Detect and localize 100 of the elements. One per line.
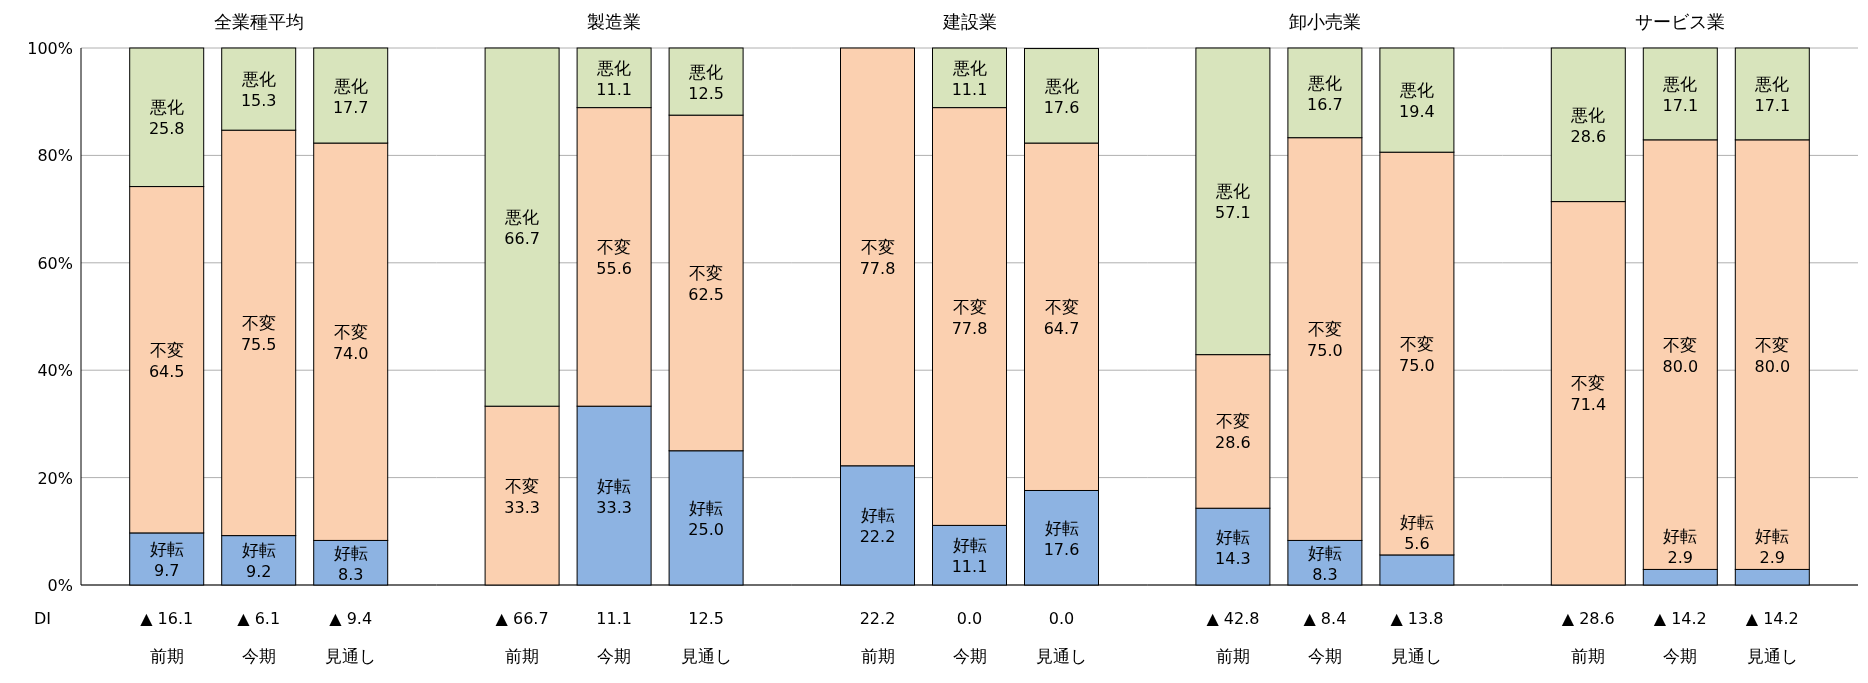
text: 不変 (241, 312, 276, 333)
text: 悪化 (1044, 75, 1079, 96)
x-tick-label: 今期 (1663, 646, 1698, 666)
text: 悪化 (1663, 73, 1698, 94)
text: 不変 (1663, 334, 1698, 355)
text: 好転 (1044, 517, 1079, 538)
x-tick-label: 前期 (1571, 646, 1606, 666)
data-label: 71.4 (1570, 395, 1607, 415)
text: 不変 (952, 296, 987, 317)
data-label: 8.3 (1312, 564, 1338, 584)
y-tick-label: 0% (47, 576, 73, 595)
text: ▲ 14.2 (1653, 609, 1707, 628)
chart-title: 製造業 (587, 11, 642, 32)
text: 好転 (860, 505, 895, 526)
series-label: 好転 (597, 475, 632, 496)
text: 好転 (1215, 526, 1250, 547)
text: 好転 (149, 538, 184, 559)
data-label: 9.2 (245, 562, 272, 582)
series-label: 不変 (860, 236, 895, 257)
y-tick-label: 20% (37, 468, 73, 488)
data-label: 16.7 (1307, 94, 1343, 114)
series-label: 好転 (952, 535, 987, 556)
data-label: 5.6 (1404, 533, 1430, 553)
series-label: 悪化 (596, 57, 632, 78)
data-label: 19.4 (1399, 102, 1435, 122)
x-tick-label: 見通し (1036, 646, 1087, 666)
text: 不変 (1399, 333, 1434, 354)
text: 不変 (1044, 296, 1079, 317)
data-label: 12.5 (688, 83, 724, 103)
text: ▲ 16.1 (140, 609, 194, 628)
text: 悪化 (1307, 72, 1342, 93)
text: DI (33, 609, 51, 628)
text: 不変 (333, 321, 368, 342)
data-label: 80.0 (1662, 356, 1699, 376)
x-tick-label: 見通し (680, 646, 732, 666)
x-tick-label: 前期 (505, 646, 540, 666)
data-label: 66.7 (504, 229, 540, 249)
text: 12.5 (688, 609, 724, 628)
series-label: 不変 (149, 339, 184, 360)
data-label: 25.0 (688, 519, 724, 539)
series-label: 悪化 (1214, 181, 1250, 202)
chart-title: 全業種平均 (213, 11, 304, 32)
text: 不変 (689, 262, 724, 283)
text: 不変 (597, 236, 632, 257)
data-label: 55.6 (596, 258, 632, 278)
text: ▲ 28.6 (1561, 609, 1615, 628)
data-label: 2.9 (1667, 548, 1694, 568)
text: 好転 (1755, 526, 1790, 547)
chart-title: 建設業 (941, 11, 997, 32)
text: ▲ 14.2 (1745, 609, 1799, 628)
data-label: 8.3 (337, 564, 364, 584)
x-tick-label: 今期 (1307, 646, 1342, 666)
series-label: 不変 (1571, 373, 1606, 394)
data-label: 64.5 (148, 361, 185, 381)
text: ▲ 6.1 (237, 609, 281, 628)
text: 悪化 (505, 207, 540, 228)
data-label: 17.7 (332, 97, 369, 117)
text: ▲ 13.8 (1390, 609, 1444, 628)
text: 不変 (1755, 334, 1790, 355)
data-label: 2.9 (1759, 548, 1786, 568)
text: ▲ 42.8 (1206, 609, 1260, 628)
series-label: 好転 (1663, 526, 1698, 547)
data-label: 17.6 (1043, 539, 1080, 559)
data-label: 62.5 (688, 284, 724, 304)
x-tick-label: 前期 (860, 646, 895, 666)
x-tick-label: 前期 (1215, 646, 1250, 666)
y-tick-label: 40% (37, 361, 73, 381)
data-label: 28.6 (1215, 433, 1251, 453)
chart-title: サービス業 (1635, 11, 1726, 32)
data-label: 75.0 (1399, 355, 1435, 375)
data-label: 25.8 (148, 119, 185, 139)
x-tick-label: 今期 (597, 646, 632, 666)
data-label: 77.8 (951, 318, 988, 338)
data-label: 33.3 (504, 497, 540, 517)
text: 悪化 (689, 61, 724, 82)
x-tick-label: 今期 (241, 646, 276, 666)
text: ▲ 9.4 (329, 609, 373, 628)
series-label: 不変 (1215, 411, 1250, 432)
data-label: 28.6 (1570, 126, 1607, 146)
text: 11.1 (596, 609, 632, 628)
x-tick-label: 見通し (1391, 646, 1443, 666)
text: 0.0 (1048, 609, 1075, 628)
data-label: 80.0 (1754, 356, 1791, 376)
data-label: 17.6 (1043, 97, 1080, 117)
data-label: 17.1 (1662, 95, 1699, 115)
text: 悪化 (1755, 73, 1790, 94)
data-label: 75.0 (1307, 341, 1343, 361)
text: 悪化 (1399, 80, 1434, 101)
x-tick-label: 今期 (952, 646, 987, 666)
text: 0.0 (956, 609, 983, 628)
data-label: 33.3 (596, 497, 632, 517)
data-label: 11.1 (596, 79, 632, 99)
data-label: 64.7 (1043, 318, 1080, 338)
text: 好転 (689, 497, 724, 518)
chart-title: 卸小売業 (1288, 11, 1361, 32)
x-tick-label: 前期 (149, 646, 184, 666)
data-label: 77.8 (859, 258, 896, 278)
series-label: 好転 (1307, 542, 1342, 563)
text: ▲ 8.4 (1303, 609, 1347, 628)
y-tick-label: 60% (37, 253, 73, 273)
